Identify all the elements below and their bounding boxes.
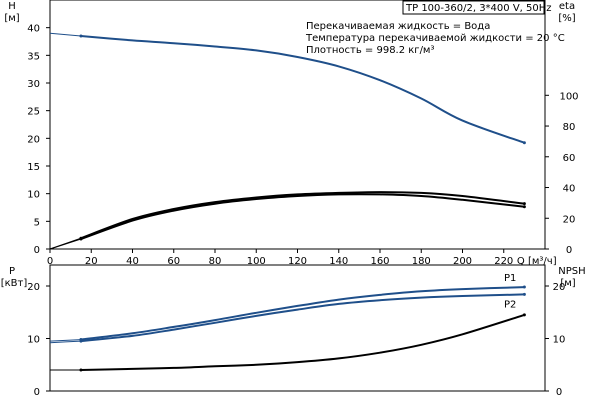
x-tick-label: 120 [288, 256, 307, 267]
series-top-2-endpoint [522, 205, 526, 209]
x-tick-label: 140 [329, 256, 348, 267]
y-left-tick-label: 40 [27, 24, 40, 35]
y-left-axis-unit: [кВт] [1, 278, 28, 289]
y-left-tick-label: 5 [34, 217, 40, 228]
series-bottom-2-line [80, 313, 525, 371]
series-bottom-0-line [80, 286, 525, 341]
bottom-plot-frame [49, 264, 546, 392]
y-left-tick-label: 0 [34, 387, 40, 398]
series-label-p1: P1 [504, 273, 516, 284]
x-tick-label: 0 [47, 256, 53, 267]
y-right-tick-label: 20 [563, 214, 576, 225]
series-top-0-line [80, 35, 525, 144]
x-tick-label: 100 [247, 256, 266, 267]
series-top-0-endpoint [79, 34, 83, 38]
y-left-axis-label: P [9, 266, 15, 277]
y-left-tick-label: 10 [27, 335, 40, 346]
series-bottom-2-endpoint [79, 368, 83, 372]
y-right-tick-label: 60 [563, 153, 576, 164]
series-bottom-1-endpoint [79, 339, 83, 343]
y-right-axis-unit: [м] [560, 278, 575, 289]
y-left-tick-label: 15 [27, 162, 40, 173]
x-tick-label: 160 [370, 256, 389, 267]
y-left-tick-label: 20 [27, 282, 40, 293]
y-right-tick-label: 10 [553, 335, 566, 346]
series-top-2-line [80, 193, 525, 240]
x-tick-label: 80 [209, 256, 222, 267]
y-right-tick-label: 20 [553, 282, 566, 293]
y-left-axis-unit: [м] [4, 13, 19, 24]
y-right-tick-label: 100 [559, 91, 578, 102]
product-label: TP 100-360/2, 3*400 V, 50Hz [405, 3, 552, 14]
series-label-p2: P2 [504, 299, 516, 310]
x-axis-label: Q [м³/ч] [517, 256, 557, 267]
y-left-tick-label: 0 [34, 245, 40, 256]
y-right-axis-unit: [%] [558, 13, 575, 24]
series-top-2-endpoint [79, 237, 83, 241]
x-tick-label: 220 [494, 256, 513, 267]
x-tick-label: 180 [412, 256, 431, 267]
y-right-tick-label: 40 [563, 184, 576, 195]
y-left-axis-label: H [8, 1, 16, 12]
y-left-tick-label: 35 [27, 51, 40, 62]
y-left-tick-label: 25 [27, 107, 40, 118]
annotation-text: Перекачиваемая жидкость = Вода [306, 21, 490, 32]
x-tick-label: 20 [85, 256, 98, 267]
y-left-tick-label: 10 [27, 190, 40, 201]
series-top-0-endpoint [522, 141, 526, 145]
y-left-tick-label: 20 [27, 134, 40, 145]
series-bottom-2-endpoint [522, 313, 526, 317]
annotation-text: Температура перекачиваемой жидкости = 20… [305, 33, 565, 44]
series-top-0-leadin [49, 32, 81, 37]
series-bottom-1-leadin [49, 340, 81, 344]
series-top-2-leadin [49, 238, 82, 250]
y-right-axis-label: NPSH [558, 266, 585, 277]
y-left-tick-label: 30 [27, 79, 40, 90]
annotation-text: Плотность = 998.2 кг/м³ [306, 45, 435, 56]
series-bottom-0-leadin [49, 339, 81, 342]
series-top-1-endpoint [522, 202, 526, 206]
product-label-box [402, 0, 545, 15]
y-right-tick-label: 80 [563, 122, 576, 133]
series-bottom-1-endpoint [522, 292, 526, 296]
series-top-1-line [80, 191, 525, 240]
y-right-tick-label: 0 [556, 387, 562, 398]
chart-layer: 0 20 40 60 80 100 120 140 160 180 200 220 Q [м³/ч]05… [1, 0, 586, 398]
y-right-tick-label: 0 [566, 245, 572, 256]
series-bottom-0-endpoint [522, 285, 526, 289]
x-tick-label: 40 [126, 256, 139, 267]
y-right-axis-label: eta [559, 1, 575, 12]
x-tick-label: 200 [453, 256, 472, 267]
series-bottom-1-line [80, 293, 525, 343]
x-tick-label: 60 [167, 256, 180, 267]
